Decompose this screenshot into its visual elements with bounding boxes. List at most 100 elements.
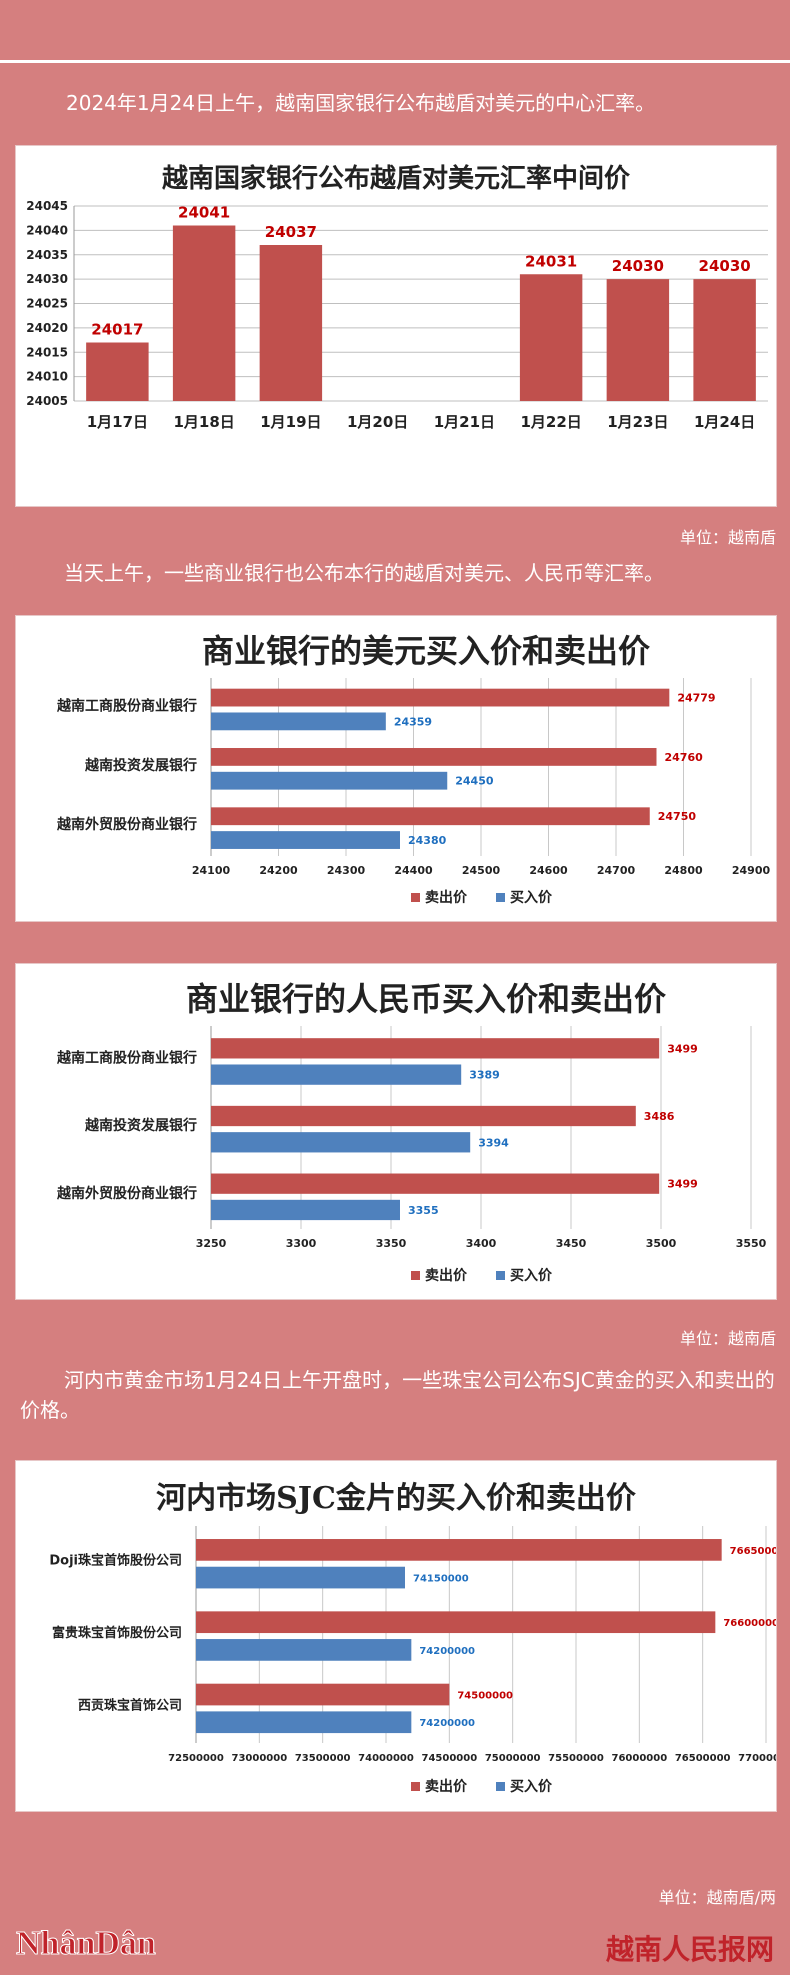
data-label: 24041: [178, 204, 230, 222]
data-label: 24359: [394, 715, 432, 728]
bar: [519, 274, 583, 401]
unit-label-1: 单位：越南盾: [679, 528, 776, 547]
data-label: 3394: [478, 1136, 509, 1149]
unit-label-3: 单位：越南盾/两: [658, 1888, 776, 1907]
x-tick-label: 3300: [286, 1237, 317, 1250]
chart-panel-2: 商业银行的美元买入价和卖出价 24100 24200 24300 24400 24500…: [15, 615, 777, 922]
data-label: 24030: [612, 257, 664, 275]
data-label: 3499: [667, 1042, 698, 1055]
data-label: 24779: [677, 692, 715, 705]
x-tick-label: 3400: [466, 1237, 497, 1250]
legend-swatch: [496, 1271, 505, 1280]
x-tick-label: 24200: [259, 864, 298, 877]
x-tick-label: 1月17日: [87, 413, 148, 431]
x-tick-label: 1月22日: [520, 413, 581, 431]
category-label: Doji珠宝首饰股份公司: [49, 1553, 182, 1569]
legend-swatch: [496, 893, 505, 902]
x-tick-label: 77000000: [738, 1753, 776, 1764]
data-label: 24017: [91, 321, 143, 339]
category-label: 西贡珠宝首饰公司: [78, 1697, 182, 1713]
bar: [211, 831, 400, 849]
x-tick-label: 24800: [664, 864, 703, 877]
chart-panel-4: 河内市场SJC金片的买入价和卖出价 72500000 73000000 735000…: [15, 1460, 777, 1812]
data-label: 74150000: [413, 1574, 469, 1585]
data-label: 3486: [644, 1110, 675, 1123]
chart-3: 3250 3300 3350 3400 3450 3500 3550 越南工商股份商业银行 34…: [56, 1026, 767, 1284]
bar: [211, 1105, 636, 1127]
legend-label: 买入价: [510, 1268, 553, 1284]
x-tick-label: 24400: [394, 864, 433, 877]
x-tick-label: 3350: [376, 1237, 407, 1250]
y-tick-label: 24025: [26, 297, 68, 311]
data-label: 3389: [469, 1069, 500, 1082]
legend-label: 卖出价: [425, 889, 468, 906]
x-tick-label: 1月19日: [260, 413, 321, 431]
data-label: 76600000: [723, 1618, 776, 1629]
legend-label: 卖出价: [425, 1267, 468, 1284]
legend-label: 卖出价: [425, 1778, 468, 1795]
top-divider: [0, 60, 790, 63]
bar: [211, 1038, 660, 1059]
bar: [211, 1173, 660, 1194]
x-tick-label: 74500000: [421, 1753, 477, 1764]
y-tick-label: 24045: [26, 199, 68, 213]
chart-title-2: 商业银行的美元买入价和卖出价: [201, 632, 650, 670]
bar: [211, 1064, 462, 1085]
top-band: [0, 0, 790, 60]
bar: [172, 225, 236, 401]
category-label: 越南工商股份商业银行: [56, 1049, 197, 1066]
category-label: 越南工商股份商业银行: [56, 697, 197, 714]
y-tick-label: 24010: [26, 370, 68, 384]
x-tick-label: 1月21日: [434, 413, 495, 431]
data-label: 24380: [408, 834, 447, 847]
y-tick-label: 24035: [26, 248, 68, 262]
category-label: 富贵珠宝首饰股份公司: [52, 1625, 182, 1641]
chart-title-3: 商业银行的人民币买入价和卖出价: [185, 980, 666, 1018]
chart-4: 72500000 73000000 73500000 74000000 74500000…: [49, 1526, 776, 1795]
bar: [211, 1132, 471, 1153]
y-tick-label: 24015: [26, 345, 68, 359]
x-tick-label: 74000000: [358, 1753, 414, 1764]
legend-label: 买入价: [510, 1779, 553, 1795]
x-tick-label: 24900: [732, 864, 771, 877]
data-label: 74200000: [419, 1718, 475, 1729]
bar: [196, 1566, 405, 1589]
chart-1: 24005 24010 24015 24020 24025 24030 24035 24040…: [26, 199, 768, 431]
chart-panel-3: 商业银行的人民币买入价和卖出价 3250 3300 3350 3400 3450 3500…: [15, 963, 777, 1300]
intro-text-3: 河内市黄金市场1月24日上午开盘时，一些珠宝公司公布SJC黄金的买入和卖出的价格…: [20, 1368, 775, 1422]
bar: [196, 1639, 412, 1661]
data-label: 24760: [665, 751, 704, 764]
x-tick-label: 76500000: [675, 1753, 731, 1764]
data-label: 3499: [667, 1178, 698, 1191]
legend-swatch: [496, 1782, 505, 1791]
bar: [196, 1683, 450, 1706]
x-tick-label: 24100: [192, 864, 231, 877]
bar: [693, 279, 756, 401]
bar: [196, 1611, 716, 1634]
category-label: 越南投资发展银行: [84, 757, 197, 774]
nhandan-logo: NhânDân: [16, 1925, 157, 1963]
bar: [86, 342, 149, 401]
data-label: 24450: [455, 775, 494, 788]
bar: [606, 279, 670, 401]
bar: [211, 771, 448, 790]
bar: [211, 1199, 400, 1221]
intro-text-2: 当天上午，一些商业银行也公布本行的越盾对美元、人民币等汇率。: [64, 561, 664, 585]
site-name: 越南人民报网: [605, 1933, 774, 1966]
legend-swatch: [411, 1271, 420, 1280]
intro-text-1: 2024年1月24日上午，越南国家银行公布越盾对美元的中心汇率。: [66, 91, 656, 115]
data-label: 74500000: [457, 1691, 513, 1702]
chart-2: 24100 24200 24300 24400 24500 24600 24700 24800…: [56, 678, 771, 906]
x-tick-label: 76000000: [611, 1753, 667, 1764]
y-tick-label: 24040: [26, 223, 68, 237]
x-tick-label: 1月18日: [173, 413, 234, 431]
data-label: 24037: [265, 223, 317, 241]
x-tick-label: 3550: [736, 1237, 767, 1250]
x-tick-label: 73000000: [231, 1753, 287, 1764]
bar: [259, 245, 323, 401]
x-tick-label: 1月24日: [694, 413, 755, 431]
data-label: 24031: [525, 252, 577, 270]
x-tick-label: 24300: [327, 864, 366, 877]
x-tick-label: 24500: [462, 864, 501, 877]
y-tick-label: 24020: [26, 321, 68, 335]
